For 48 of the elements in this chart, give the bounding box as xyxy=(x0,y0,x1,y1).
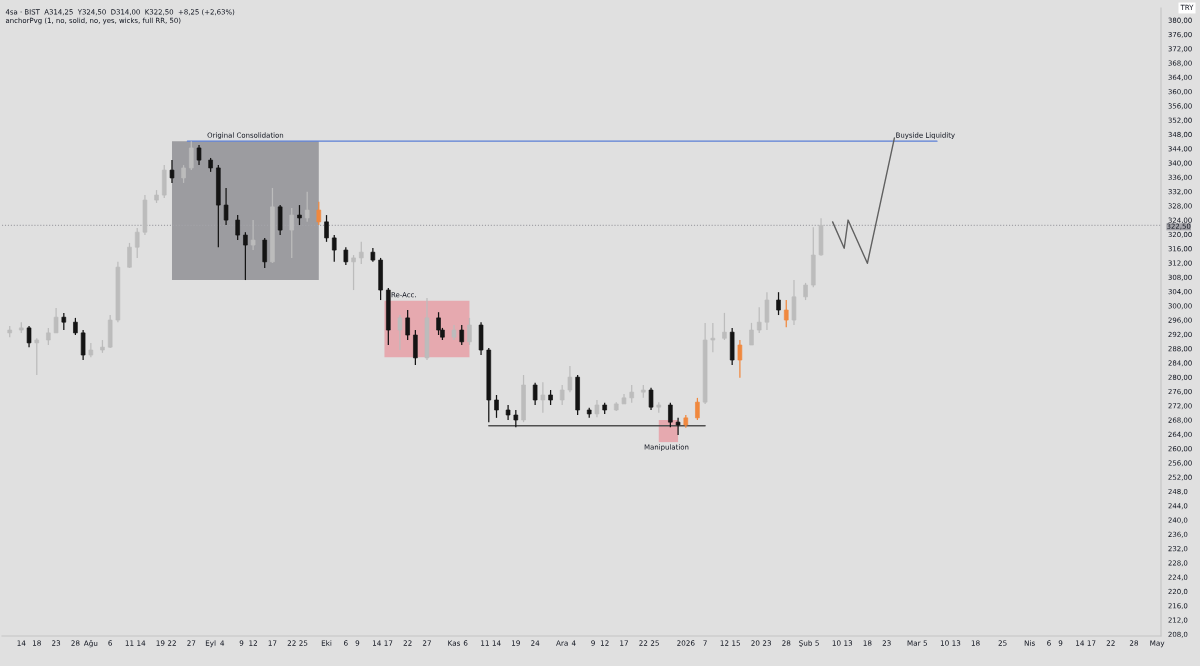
candlestick xyxy=(532,382,538,406)
candlestick xyxy=(459,324,465,346)
candlestick xyxy=(53,307,59,334)
candlestick xyxy=(540,381,546,414)
candlestick xyxy=(262,237,267,269)
candlestick xyxy=(359,241,364,265)
candlestick xyxy=(783,299,789,328)
candlestick xyxy=(695,397,700,421)
candlestick xyxy=(467,317,472,346)
candlestick xyxy=(80,329,86,361)
candlestick xyxy=(749,322,754,346)
candlestick xyxy=(169,159,175,184)
candlestick xyxy=(189,140,194,171)
candlestick xyxy=(304,191,310,223)
candlestick xyxy=(243,231,248,281)
line-series xyxy=(831,137,896,264)
candlestick xyxy=(436,311,441,336)
candlestick xyxy=(223,187,229,226)
candlestick xyxy=(316,201,322,226)
candlestick xyxy=(764,291,770,331)
candlestick xyxy=(710,322,716,353)
candlestick xyxy=(791,279,797,326)
candlestick xyxy=(297,204,302,226)
candlestick xyxy=(277,204,283,236)
candlestick xyxy=(331,234,337,263)
candlestick xyxy=(413,329,418,366)
candlestick xyxy=(289,207,295,259)
candlestick xyxy=(756,306,762,334)
candlestick xyxy=(648,387,654,411)
candlestick xyxy=(776,291,781,316)
candlestick xyxy=(196,144,202,166)
candlestick xyxy=(494,394,499,419)
candlestick xyxy=(26,325,32,348)
candlestick xyxy=(134,227,140,259)
candlestick xyxy=(668,402,673,428)
candlestick xyxy=(675,417,681,436)
candlestick xyxy=(722,312,727,341)
candlestick xyxy=(397,314,403,351)
candlestick xyxy=(559,384,565,406)
candlestick xyxy=(324,214,329,243)
candlestick xyxy=(127,242,132,269)
candlestick xyxy=(737,339,743,379)
candlestick xyxy=(567,365,573,393)
candlestick xyxy=(405,309,410,341)
candlestick xyxy=(34,337,40,376)
candlestick xyxy=(235,214,240,241)
candlestick xyxy=(250,219,256,251)
candlestick xyxy=(351,254,356,291)
